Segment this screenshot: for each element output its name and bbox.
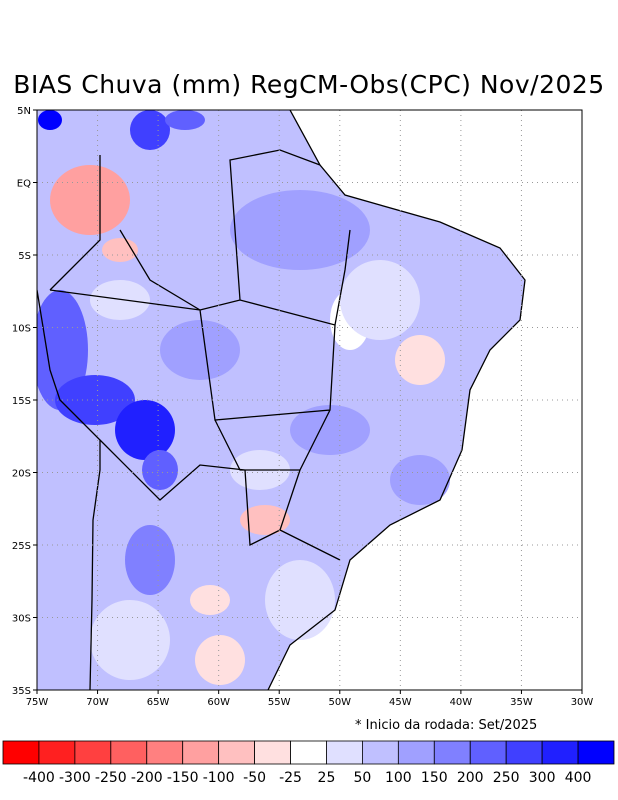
colorbar-swatch	[2, 740, 40, 765]
lat-label: 35S	[12, 686, 31, 697]
colorbar-label: 400	[565, 770, 592, 786]
colorbar-label: 100	[385, 770, 412, 786]
colorbar-label: -50	[243, 770, 266, 786]
atlantic-coastline	[267, 110, 526, 690]
colorbar-label: -400	[23, 770, 55, 786]
lat-label: 15S	[12, 396, 31, 407]
lat-label: 20S	[12, 469, 31, 480]
lat-label: 10S	[12, 324, 31, 335]
bias-contour-region	[50, 165, 130, 235]
colorbar-swatch	[218, 740, 255, 765]
lat-label: 5S	[18, 251, 31, 262]
colorbar-label: 50	[353, 770, 371, 786]
colorbar-label: -200	[131, 770, 163, 786]
colorbar-label: 25	[318, 770, 336, 786]
political-borders	[49, 149, 351, 561]
lat-labels: 5N EQ 5S 10S 15S 20S 25S 30S 35S	[12, 106, 31, 697]
bias-contour-region	[390, 455, 450, 505]
lon-label: 40W	[450, 697, 473, 708]
bias-contour-region	[125, 525, 175, 595]
bias-contour-region	[230, 190, 370, 270]
lon-label: 60W	[207, 697, 230, 708]
colorbar-swatch	[362, 740, 399, 765]
gridlines	[33, 109, 583, 694]
colorbar-label: -25	[279, 770, 302, 786]
map-title: BIAS Chuva (mm) RegCM-Obs(CPC) Nov/2025	[13, 70, 605, 99]
run-start-note: * Inicio da rodada: Set/2025	[355, 718, 538, 733]
bias-contour-region	[395, 335, 445, 385]
colorbar-swatch	[433, 740, 471, 765]
colorbar-label: 150	[421, 770, 448, 786]
bias-contour-region	[130, 110, 170, 150]
bias-contour-region	[38, 110, 62, 130]
colorbar-label: -300	[59, 770, 91, 786]
lon-labels: 75W 70W 65W 60W 55W 50W 45W 40W 35W 30W	[26, 697, 594, 708]
lat-label: EQ	[17, 179, 31, 190]
colorbar-swatch	[577, 740, 615, 765]
bias-field	[37, 110, 525, 690]
colorbar: -400 -300 -250 -200 -150 -100 -50 -25 25 50 100 150…	[2, 740, 615, 786]
bias-contour-region	[195, 635, 245, 685]
colorbar-swatch	[182, 740, 220, 765]
colorbar-label: -100	[203, 770, 235, 786]
bias-contour-region	[142, 450, 178, 490]
colorbar-swatch	[254, 740, 291, 765]
colorbar-swatch	[290, 740, 327, 765]
colorbar-swatch	[146, 740, 184, 765]
colorbar-label: 300	[529, 770, 556, 786]
colorbar-label: 200	[457, 770, 484, 786]
bias-contour-region	[115, 400, 175, 460]
colorbar-label: -150	[167, 770, 199, 786]
colorbar-swatch	[469, 740, 507, 765]
colorbar-swatch	[505, 740, 543, 765]
bias-contour-region	[165, 110, 205, 130]
colorbar-swatch	[397, 740, 435, 765]
bias-contour-region	[90, 280, 150, 320]
coastline-borders	[37, 110, 526, 690]
lon-label: 75W	[26, 697, 49, 708]
lon-label: 45W	[389, 697, 412, 708]
lon-label: 35W	[510, 697, 533, 708]
bias-contour-region	[240, 505, 290, 535]
bias-contour-region	[55, 375, 135, 425]
colorbar-swatch	[110, 740, 148, 765]
bias-contour-region	[160, 320, 240, 380]
bias-contour-region	[290, 405, 370, 455]
pacific-coastline	[37, 289, 101, 690]
lat-label: 30S	[12, 614, 31, 625]
lon-label: 50W	[328, 697, 351, 708]
bias-contour-region	[90, 600, 170, 680]
map-frame	[36, 109, 583, 691]
colorbar-swatch	[38, 740, 76, 765]
colorbar-swatch	[541, 740, 579, 765]
colorbar-swatch	[74, 740, 112, 765]
lon-label: 65W	[147, 697, 170, 708]
colorbar-swatch	[326, 740, 363, 765]
lon-label: 30W	[571, 697, 594, 708]
lat-label: 25S	[12, 541, 31, 552]
lon-label: 55W	[268, 697, 291, 708]
colorbar-label: -250	[95, 770, 127, 786]
lon-label: 70W	[86, 697, 109, 708]
colorbar-label: 250	[493, 770, 520, 786]
lat-label: 5N	[17, 106, 31, 117]
bias-contour-region	[190, 585, 230, 615]
bias-contour-region	[265, 560, 335, 640]
